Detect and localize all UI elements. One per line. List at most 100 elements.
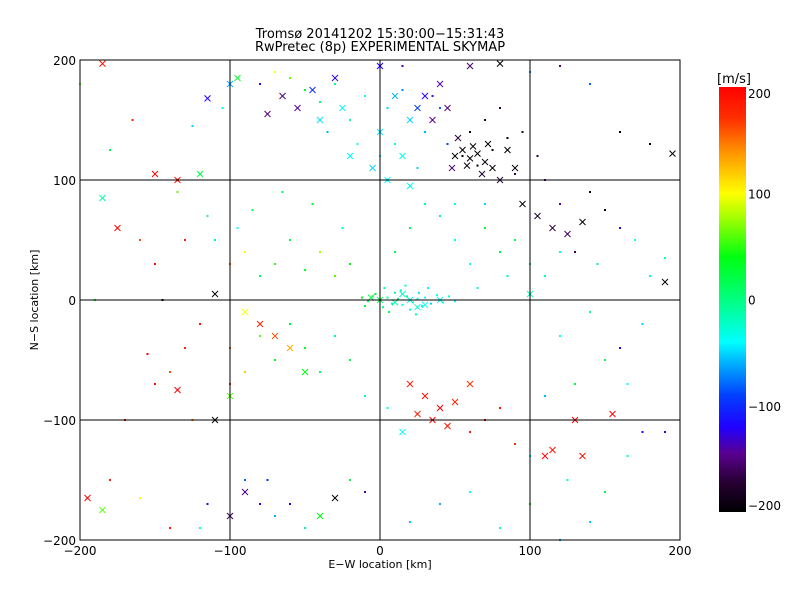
data-point-cross: [294, 104, 301, 112]
data-point-cross: [469, 143, 477, 150]
data-point: [641, 323, 644, 325]
data-point-cross: [369, 164, 376, 172]
colorbar-tick-label: −200: [748, 499, 781, 513]
colorbar-title: [m/s]: [717, 72, 751, 87]
data-point: [649, 275, 651, 277]
data-point-cross: [204, 95, 211, 102]
data-point: [221, 107, 224, 109]
data-point-cross: [511, 164, 519, 172]
data-point-cross: [579, 218, 586, 226]
data-point: [304, 89, 306, 91]
chart-title: Tromsø 20141202 15:30:00−15:31:43: [255, 27, 505, 42]
data-point: [574, 251, 576, 253]
data-point-cross: [669, 150, 676, 157]
data-point: [454, 300, 456, 303]
data-point: [319, 251, 321, 253]
data-point: [109, 479, 111, 481]
colorbar-ticks: 200 100 0 −100 −200: [748, 87, 781, 513]
data-point: [367, 300, 369, 303]
data-point: [391, 302, 393, 305]
data-point: [499, 527, 501, 529]
data-point: [139, 239, 141, 241]
data-point: [139, 497, 141, 499]
data-point-cross: [241, 308, 249, 316]
data-point-cross: [339, 104, 346, 112]
data-point: [236, 227, 239, 229]
data-point: [421, 305, 423, 307]
data-point: [430, 302, 432, 305]
data-point: [386, 407, 389, 409]
data-point: [514, 239, 516, 241]
data-point: [596, 263, 599, 265]
data-point: [476, 287, 479, 289]
data-point: [274, 71, 276, 73]
data-point: [199, 527, 201, 529]
data-point-cross: [459, 146, 466, 154]
data-point: [274, 359, 276, 361]
data-point: [386, 296, 389, 299]
data-point: [176, 191, 179, 193]
data-point-cross: [661, 278, 669, 286]
data-point-cross: [454, 134, 462, 142]
data-point-cross: [444, 422, 451, 430]
data-point: [374, 293, 377, 295]
data-point-cross: [114, 224, 121, 232]
data-point: [214, 239, 216, 241]
data-point-cross: [436, 404, 444, 412]
data-point-cross: [406, 380, 414, 388]
data-point: [382, 306, 384, 309]
data-point: [544, 395, 546, 397]
data-point: [356, 143, 359, 145]
data-point: [559, 203, 561, 205]
data-point-cross: [444, 104, 451, 112]
data-point: [436, 294, 438, 297]
data-point-cross: [504, 146, 511, 154]
data-point: [334, 275, 336, 277]
colorbar-tick-label: 200: [748, 87, 771, 101]
data-point: [244, 251, 246, 253]
data-point: [244, 371, 246, 373]
data-point: [259, 83, 261, 85]
data-point: [401, 89, 404, 91]
data-point: [499, 407, 501, 409]
data-point: [559, 335, 561, 337]
data-point: [274, 263, 276, 265]
data-point-cross: [99, 194, 106, 202]
data-point: [281, 191, 284, 193]
data-point-cross: [264, 110, 271, 118]
data-point: [319, 371, 321, 373]
data-point: [491, 149, 494, 151]
data-point: [604, 491, 606, 493]
data-point-cross: [399, 290, 406, 298]
data-point-cross: [271, 332, 279, 340]
data-point: [401, 65, 404, 67]
data-point: [589, 311, 591, 313]
data-point: [266, 479, 269, 481]
data-point: [289, 503, 291, 505]
data-point: [506, 275, 509, 277]
data-point-cross: [489, 164, 496, 172]
data-point: [154, 263, 156, 265]
data-point: [424, 296, 426, 299]
data-point-cross: [549, 224, 556, 232]
data-point-cross: [579, 452, 586, 460]
data-point: [604, 209, 606, 211]
colorbar-tick-label: −100: [748, 400, 781, 414]
colorbar-tick-label: 100: [748, 187, 771, 201]
data-point-cross: [301, 368, 309, 376]
data-point: [415, 313, 417, 316]
data-point-cross: [99, 60, 106, 67]
y-axis-label: N−S location [km]: [28, 250, 41, 351]
data-point: [251, 209, 254, 211]
data-point-cross: [196, 170, 204, 178]
data-point: [469, 431, 471, 433]
data-point-cross: [241, 488, 249, 496]
data-point: [304, 527, 306, 529]
data-point: [386, 107, 389, 109]
data-point-cross: [414, 410, 421, 418]
data-point: [484, 119, 486, 121]
data-point: [664, 257, 666, 259]
data-point-cross: [466, 155, 474, 162]
data-point: [400, 289, 402, 292]
data-point-cross: [541, 452, 549, 460]
